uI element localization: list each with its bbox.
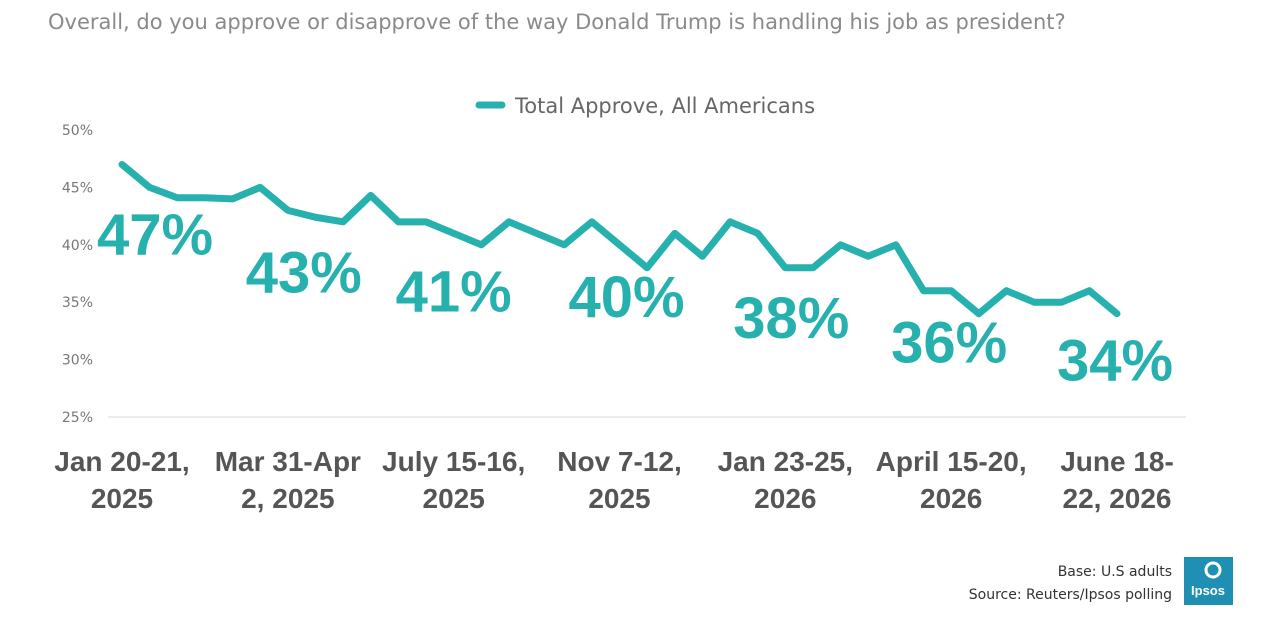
y-tick-label: 50% (62, 123, 93, 139)
x-tick-label: Jan 23-25, 2026 (717, 446, 854, 514)
footer-base: Base: U.S adults (1057, 564, 1172, 580)
data-label: 34% (1057, 329, 1173, 394)
data-label: 36% (891, 311, 1007, 376)
y-tick-label: 40% (62, 238, 93, 254)
footer-source: Source: Reuters/Ipsos polling (968, 587, 1172, 603)
logo-text: Ipsos (1191, 583, 1225, 598)
data-label: 38% (733, 286, 849, 351)
data-label: 47% (97, 202, 213, 267)
legend-label: Total Approve, All Americans (514, 94, 815, 118)
x-tick-label: July 15-16, 2025 (382, 446, 526, 514)
chart-title: Overall, do you approve or disapprove of… (48, 10, 1066, 34)
line (118, 160, 1121, 318)
x-tick-label: April 15-20, 2026 (875, 446, 1027, 514)
y-tick-label: 35% (62, 295, 93, 311)
x-tick-label: June 18- 22, 2026 (1060, 446, 1174, 514)
data-label: 43% (246, 240, 362, 305)
data-label: 40% (568, 265, 684, 330)
y-tick-label: 30% (62, 353, 93, 369)
x-tick-label: Mar 31-Apr 2, 2025 (214, 446, 361, 514)
x-tick-label: Jan 20-21, 2025 (54, 446, 190, 514)
y-tick-label: 45% (62, 180, 93, 196)
x-tick-label: Nov 7-12, 2025 (557, 446, 682, 514)
data-label: 41% (396, 259, 512, 324)
logo-icon (1204, 561, 1222, 579)
y-tick-label: 25% (62, 410, 93, 426)
